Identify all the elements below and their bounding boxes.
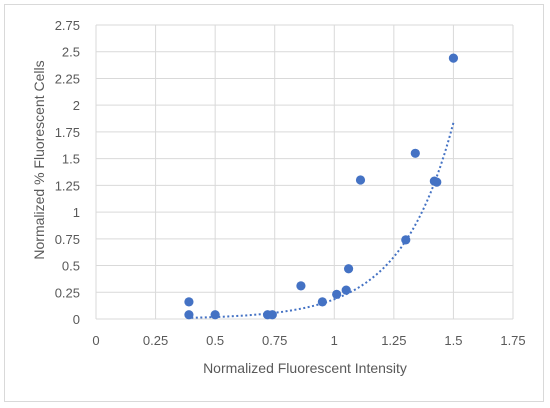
y-tick-label: 0.25: [55, 285, 80, 300]
data-point: [210, 310, 220, 320]
data-point: [355, 175, 366, 185]
y-tick-labels: 0 0.25 0.5 0.75 1 1.25 1.5 1.75 2 2.25 2.5 2.75: [55, 18, 80, 327]
y-tick-label: 1: [73, 205, 80, 220]
y-tick-label: 1.5: [62, 152, 80, 167]
x-axis-title: Normalized Fluorescent Intensity: [203, 360, 407, 376]
y-axis-title: Normalized % Fluorescent Cells: [31, 60, 47, 259]
data-point: [296, 281, 306, 291]
y-tick-label: 0.5: [62, 259, 80, 274]
data-point: [184, 297, 194, 307]
data-point: [401, 235, 411, 245]
y-tick-label: 0: [73, 312, 80, 327]
x-tick-label: 1: [331, 333, 338, 348]
data-point: [317, 297, 327, 307]
x-tick-label: 0.75: [262, 333, 287, 348]
x-tick-label: 1.25: [381, 333, 406, 348]
y-tick-label: 1.75: [55, 125, 80, 140]
data-point: [343, 264, 354, 274]
y-tick-label: 2.25: [55, 71, 80, 86]
x-tick-label: 0: [92, 333, 99, 348]
chart-frame: [4, 4, 544, 402]
data-point: [267, 310, 277, 320]
data-point: [410, 148, 420, 158]
data-point: [184, 310, 194, 320]
grid-lines: [95, 24, 514, 320]
data-points: [184, 53, 459, 320]
y-tick-label: 1.25: [55, 178, 80, 193]
y-tick-label: 2.5: [62, 45, 80, 60]
x-tick-label: 0.5: [206, 333, 224, 348]
x-tick-label: 1.5: [444, 333, 462, 348]
data-point: [432, 177, 442, 187]
y-tick-label: 0.75: [55, 232, 80, 247]
x-tick-label: 1.75: [500, 333, 525, 348]
y-tick-label: 2.75: [55, 18, 80, 33]
data-point: [332, 289, 342, 300]
x-tick-label: 0.25: [143, 333, 168, 348]
x-tick-labels: 0 0.25 0.5 0.75 1 1.25 1.5 1.75: [92, 333, 525, 348]
y-tick-label: 2: [73, 98, 80, 113]
data-point: [448, 53, 459, 63]
data-point: [341, 285, 351, 295]
